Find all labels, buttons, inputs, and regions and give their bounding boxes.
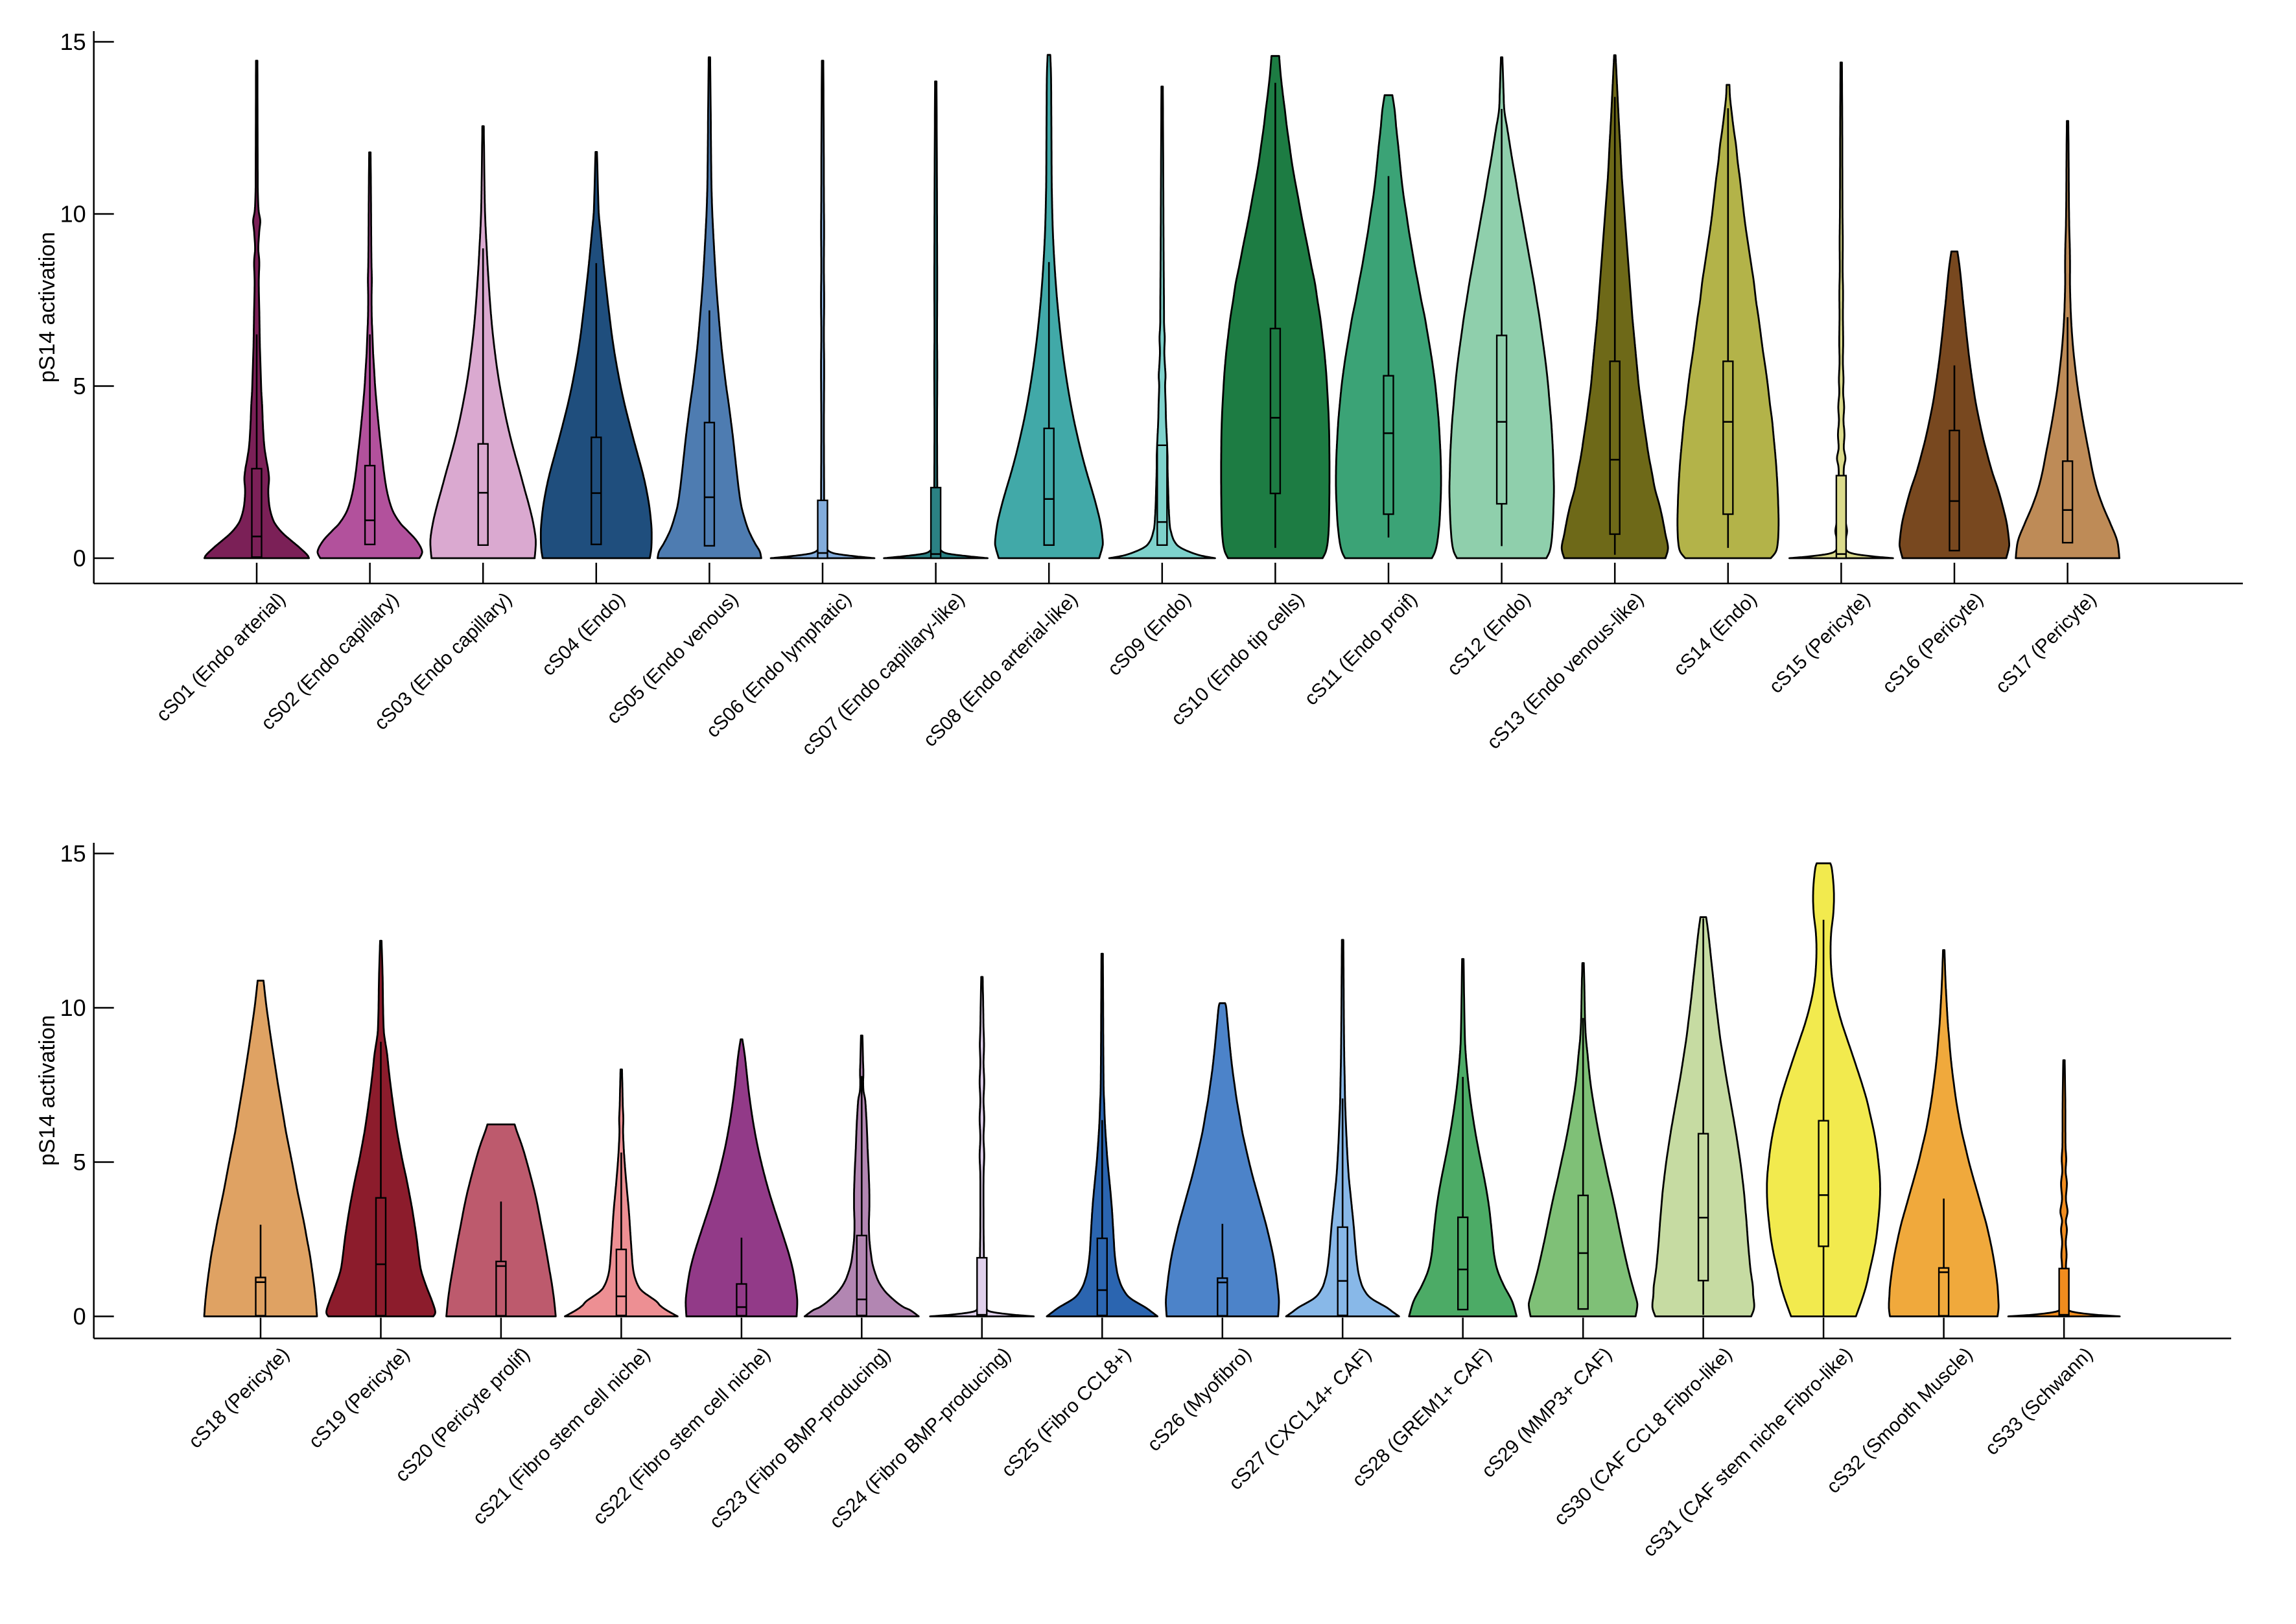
svg-text:pS14 activation: pS14 activation bbox=[35, 232, 60, 383]
svg-text:15: 15 bbox=[60, 29, 86, 55]
svg-text:pS14 activation: pS14 activation bbox=[35, 1015, 60, 1166]
svg-text:15: 15 bbox=[60, 840, 86, 867]
svg-text:5: 5 bbox=[73, 1149, 86, 1175]
svg-text:0: 0 bbox=[73, 1303, 86, 1330]
svg-text:0: 0 bbox=[73, 545, 86, 572]
svg-text:10: 10 bbox=[60, 201, 86, 228]
svg-text:10: 10 bbox=[60, 994, 86, 1021]
svg-text:5: 5 bbox=[73, 373, 86, 399]
